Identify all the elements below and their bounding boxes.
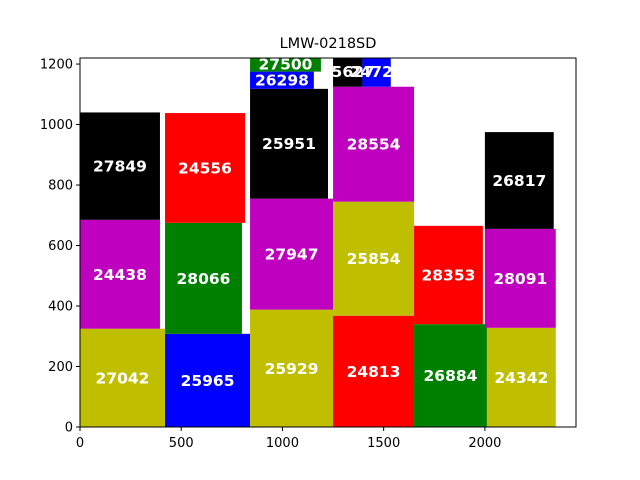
bar-label-24556: 24556 xyxy=(178,159,232,177)
y-tick-label: 0 xyxy=(65,421,73,436)
y-tick-label: 1200 xyxy=(40,58,73,73)
bar-label-28066: 28066 xyxy=(177,270,231,288)
bar-label-26884: 26884 xyxy=(424,367,478,385)
bar-label-25965: 25965 xyxy=(181,372,235,390)
bar-label-26298: 26298 xyxy=(255,72,309,90)
x-tick-label: 500 xyxy=(169,436,194,451)
bar-label-26817: 26817 xyxy=(492,172,546,190)
bar-24438 xyxy=(80,219,160,329)
bar-27849 xyxy=(80,112,160,220)
bar-label-24342: 24342 xyxy=(494,369,548,387)
bar-24342 xyxy=(486,327,556,427)
y-tick-label: 600 xyxy=(48,239,73,254)
bar-27042 xyxy=(80,328,166,427)
bar-label-27042: 27042 xyxy=(96,369,150,387)
x-tick-label: 1500 xyxy=(367,436,400,451)
bars-group xyxy=(80,58,556,427)
bar-28353 xyxy=(414,225,483,325)
bar-25951 xyxy=(250,88,328,199)
y-axis: 0 200 400 600 800 1000 1200 xyxy=(40,58,80,436)
bar-27947 xyxy=(250,198,334,310)
bar-24556 xyxy=(165,113,245,223)
bar-25854 xyxy=(333,201,415,316)
bar-label-27500: 27500 xyxy=(259,56,313,74)
y-tick-label: 200 xyxy=(48,360,73,375)
bar-label-24438: 24438 xyxy=(93,266,147,284)
bar-label-28091: 28091 xyxy=(493,270,547,288)
x-axis: 0 500 1000 1500 2000 xyxy=(76,427,501,451)
bar-label-28554: 28554 xyxy=(347,136,401,154)
x-tick-label: 1000 xyxy=(266,436,299,451)
bar-label-25951: 25951 xyxy=(262,135,316,153)
bar-label-25929: 25929 xyxy=(265,360,319,378)
bar-26884 xyxy=(414,324,487,427)
bar-label-27849: 27849 xyxy=(93,158,147,176)
bar-26298 xyxy=(250,71,314,89)
bar-25627 xyxy=(333,58,363,87)
bar-27500 xyxy=(250,58,321,72)
plot-frame xyxy=(79,57,577,428)
x-tick-label: 2000 xyxy=(468,436,501,451)
bar-28066 xyxy=(165,222,242,334)
bar-label-28353: 28353 xyxy=(421,267,475,285)
bar-label-24728: 24728 xyxy=(350,63,404,81)
bar-28554 xyxy=(333,86,415,202)
bar-25929 xyxy=(250,309,334,427)
chart-title: LMW-0218SD xyxy=(280,36,377,52)
bar-25965 xyxy=(165,333,251,427)
bar-label-24813: 24813 xyxy=(347,363,401,381)
y-tick-label: 400 xyxy=(48,300,73,315)
y-tick-label: 1000 xyxy=(40,118,73,133)
bar-28091 xyxy=(484,228,556,328)
bar-label-25854: 25854 xyxy=(347,250,401,268)
bar-label-27947: 27947 xyxy=(265,246,319,264)
y-tick-label: 800 xyxy=(48,179,73,194)
bar-26817 xyxy=(484,132,554,229)
bar-24813 xyxy=(333,315,415,427)
bar-labels-group: 27042 24438 27849 25965 28066 24556 25929 27947… xyxy=(93,56,548,390)
x-tick-label: 0 xyxy=(76,436,84,451)
bar-label-25627: 25627 xyxy=(321,63,375,81)
bar-24728 xyxy=(362,58,391,87)
